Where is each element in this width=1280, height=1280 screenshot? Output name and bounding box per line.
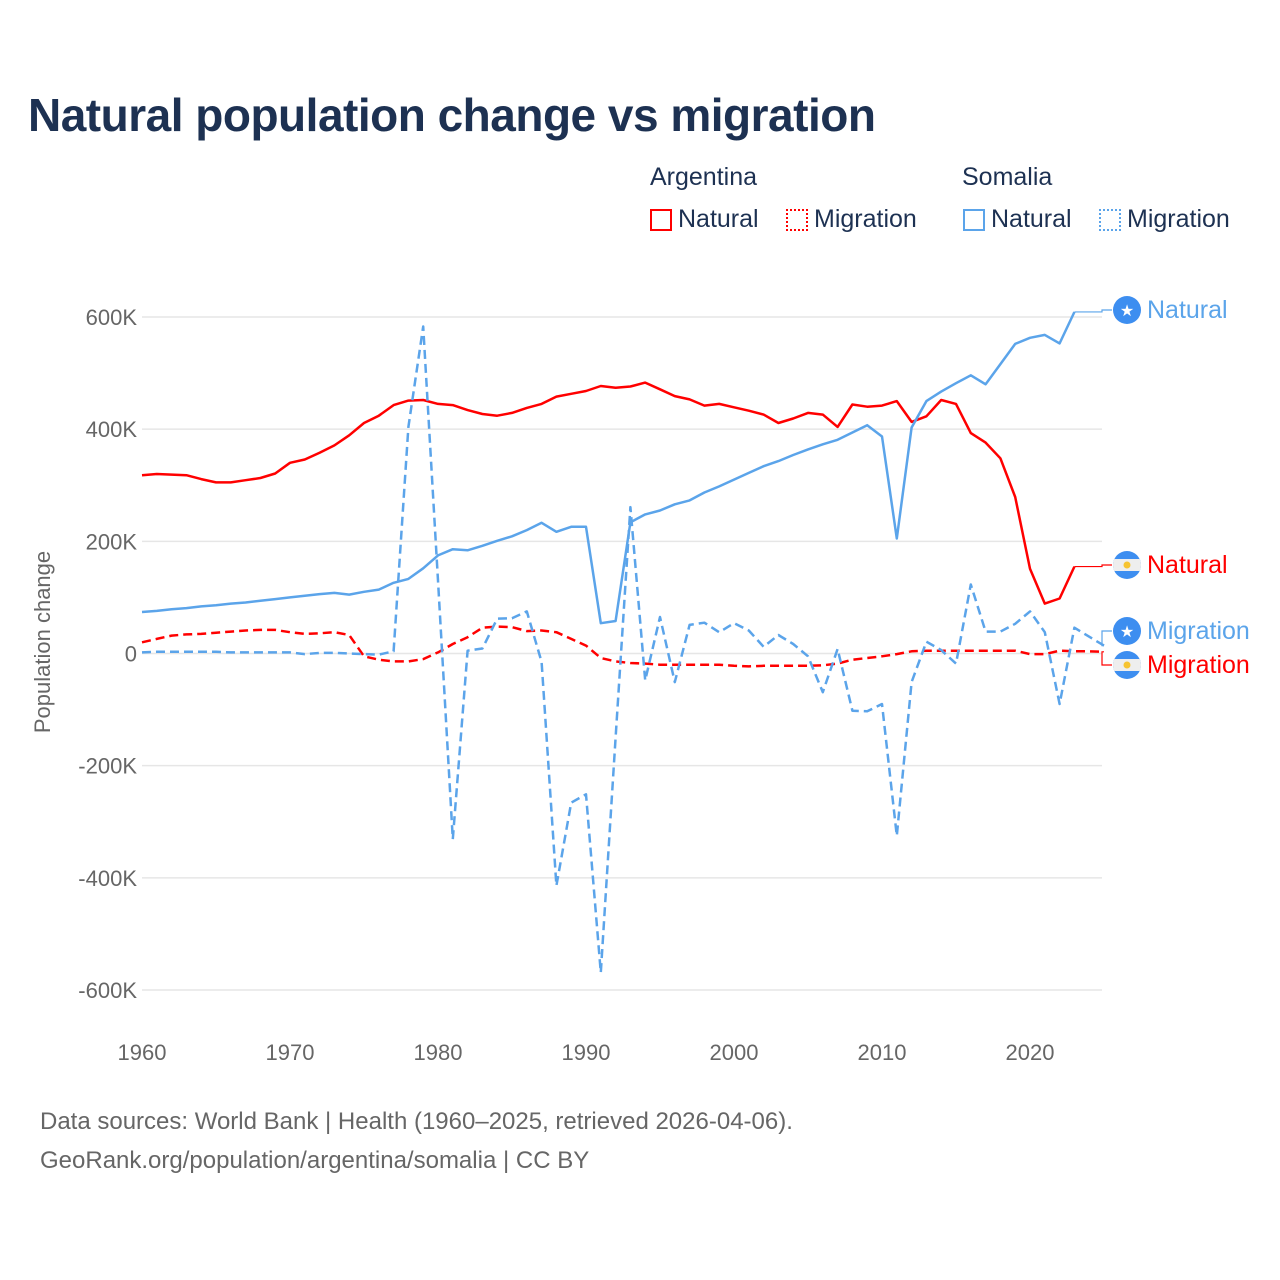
footer-credit[interactable]: GeoRank.org/population/argentina/somalia… bbox=[40, 1147, 590, 1174]
legend-swatch-dotted bbox=[1099, 208, 1121, 231]
label-connector bbox=[1074, 564, 1112, 568]
end-label-argentina-natural: Natural bbox=[1147, 551, 1228, 579]
chart-title: Natural population change vs migration bbox=[28, 89, 876, 141]
series-line-somalia-migration bbox=[141, 325, 1105, 974]
y-tick-label: -400K bbox=[78, 866, 137, 891]
y-tick-label: 600K bbox=[86, 305, 138, 330]
legend-label: Natural bbox=[678, 205, 759, 233]
y-tick-label: -200K bbox=[78, 754, 137, 779]
x-tick-label: 1990 bbox=[562, 1040, 611, 1065]
legend-group-somalia: Somalia bbox=[962, 163, 1053, 191]
legend-item-argentina-migration[interactable]: Migration bbox=[786, 205, 917, 234]
end-label-argentina-migration: Migration bbox=[1147, 651, 1250, 679]
series-line-argentina-natural bbox=[141, 381, 1076, 605]
legend-label: Natural bbox=[991, 205, 1072, 233]
svg-text:★: ★ bbox=[1120, 624, 1134, 641]
x-tick-label: 2000 bbox=[710, 1040, 759, 1065]
footer-sources: Data sources: World Bank | Health (1960–… bbox=[40, 1108, 793, 1135]
x-tick-label: 1970 bbox=[266, 1040, 315, 1065]
x-tick-label: 2010 bbox=[858, 1040, 907, 1065]
x-tick-label: 1980 bbox=[414, 1040, 463, 1065]
legend-swatch-solid bbox=[963, 208, 985, 231]
label-connector bbox=[1101, 651, 1112, 666]
legend-item-somalia-migration[interactable]: Migration bbox=[1099, 205, 1230, 234]
y-tick-label: 0 bbox=[125, 642, 137, 667]
end-label-somalia-natural: Natural bbox=[1147, 296, 1228, 324]
legend-swatch-dotted bbox=[786, 208, 808, 231]
legend-label: Migration bbox=[814, 205, 917, 233]
argentina-flag-icon bbox=[1113, 651, 1141, 679]
svg-text:★: ★ bbox=[1120, 303, 1134, 320]
label-connector bbox=[1074, 309, 1112, 313]
legend-label: Migration bbox=[1127, 205, 1230, 233]
x-tick-label: 2020 bbox=[1006, 1040, 1055, 1065]
y-tick-label: 200K bbox=[86, 529, 138, 554]
legend-swatch-solid bbox=[650, 208, 672, 231]
argentina-flag-icon bbox=[1113, 551, 1141, 579]
y-tick-label: -600K bbox=[78, 978, 137, 1003]
legend-item-argentina-natural[interactable]: Natural bbox=[650, 205, 759, 234]
somalia-flag-icon: ★ bbox=[1113, 617, 1141, 645]
legend-item-somalia-natural[interactable]: Natural bbox=[963, 205, 1072, 234]
somalia-flag-icon: ★ bbox=[1113, 296, 1141, 324]
y-tick-label: 400K bbox=[86, 417, 138, 442]
label-connector bbox=[1101, 630, 1112, 647]
y-axis-label: Population change bbox=[30, 551, 55, 733]
series-line-somalia-natural bbox=[141, 311, 1076, 625]
x-tick-label: 1960 bbox=[118, 1040, 167, 1065]
end-label-somalia-migration: Migration bbox=[1147, 617, 1250, 645]
legend-group-argentina: Argentina bbox=[650, 163, 758, 191]
